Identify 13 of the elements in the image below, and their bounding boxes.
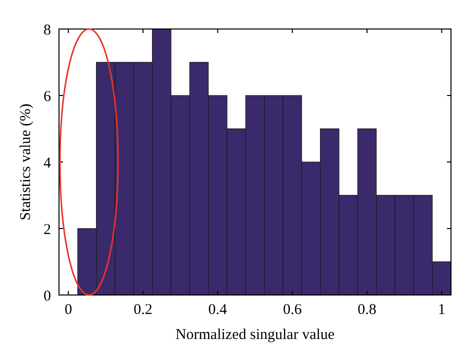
x-tick-label: 0.6 (282, 302, 302, 318)
y-tick-label: 8 (44, 22, 51, 38)
x-tick-label: 0.4 (208, 302, 228, 318)
x-tick-label: 0.8 (358, 302, 376, 318)
y-tick-label: 6 (44, 88, 52, 105)
y-tick-label: 4 (44, 155, 52, 172)
y-axis-title: Statistics value (%) (18, 104, 34, 220)
y-tick-label: 0 (44, 288, 51, 304)
x-tick-label: 0.2 (134, 302, 152, 318)
x-axis-title: Normalized singular value (175, 327, 335, 343)
x-tick-label: 0 (64, 302, 72, 318)
y-tick-label: 2 (44, 222, 51, 238)
x-tick-label: 1 (438, 302, 446, 318)
